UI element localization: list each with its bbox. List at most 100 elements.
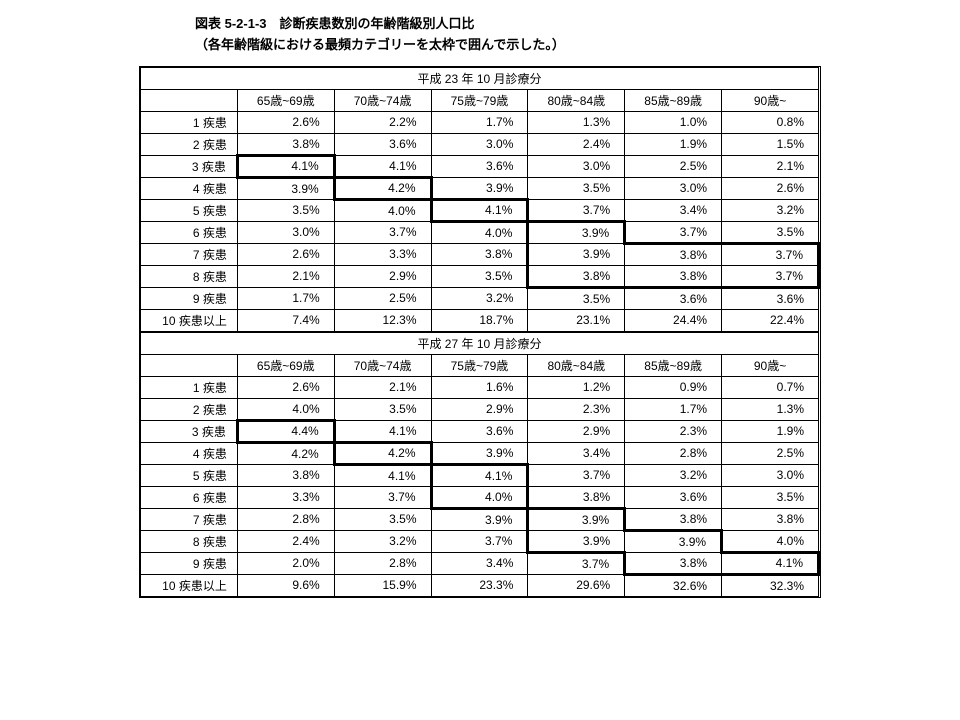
row-label: 7 疾患 (141, 243, 238, 265)
table-cell: 3.2% (334, 530, 431, 552)
table-cell: 3.7% (431, 530, 528, 552)
table-cell: 2.6% (237, 111, 334, 133)
row-label: 8 疾患 (141, 265, 238, 287)
table-cell: 2.9% (334, 265, 431, 287)
table-cell: 2.8% (625, 442, 722, 464)
table-cell: 3.9% (625, 530, 722, 552)
table-cell: 2.1% (722, 155, 819, 177)
table-cell: 4.2% (334, 177, 431, 199)
table-cell: 3.8% (528, 486, 625, 508)
table-cell: 2.4% (528, 133, 625, 155)
table-cell: 3.7% (625, 221, 722, 243)
row-label: 6 疾患 (141, 486, 238, 508)
table-cell: 0.7% (722, 376, 819, 398)
table-cell: 3.0% (431, 133, 528, 155)
table-cell: 0.9% (625, 376, 722, 398)
table-cell: 1.7% (625, 398, 722, 420)
table-cell: 3.5% (334, 398, 431, 420)
row-label: 9 疾患 (141, 552, 238, 574)
table-cell: 4.1% (722, 552, 819, 574)
page: 図表 5-2-1-3 診断疾患数別の年齢階級別人口比 （各年齢階級における最頻カ… (0, 0, 960, 598)
table-cell: 3.8% (625, 243, 722, 265)
table-cell: 3.8% (722, 508, 819, 530)
row-label: 10 疾患以上 (141, 309, 238, 331)
table-cell: 23.1% (528, 309, 625, 331)
table-cell: 2.9% (431, 398, 528, 420)
table-cell: 3.5% (528, 177, 625, 199)
table-cell: 3.3% (334, 243, 431, 265)
table-cell: 1.2% (528, 376, 625, 398)
table-cell: 2.5% (334, 287, 431, 309)
table-cell: 2.9% (528, 420, 625, 442)
table-cell: 3.7% (334, 221, 431, 243)
table-cell: 3.7% (722, 265, 819, 287)
table-cell: 3.4% (431, 552, 528, 574)
table-cell: 3.7% (528, 464, 625, 486)
table-cell: 22.4% (722, 309, 819, 331)
table-cell: 3.5% (722, 221, 819, 243)
age-header: 80歳~84歳 (528, 89, 625, 111)
table-cell: 24.4% (625, 309, 722, 331)
table-cell: 1.3% (722, 398, 819, 420)
age-header: 70歳~74歳 (334, 89, 431, 111)
table-cell: 3.9% (528, 243, 625, 265)
table-cell: 3.9% (528, 221, 625, 243)
table-cell: 3.7% (334, 486, 431, 508)
table-cell: 1.6% (431, 376, 528, 398)
table-cell: 3.5% (237, 199, 334, 221)
table-cell: 4.0% (334, 199, 431, 221)
table-cell: 4.0% (237, 398, 334, 420)
table-cell: 3.3% (237, 486, 334, 508)
row-label: 4 疾患 (141, 442, 238, 464)
table-cell: 32.6% (625, 574, 722, 596)
table-cell: 2.0% (237, 552, 334, 574)
table-cell: 3.8% (528, 265, 625, 287)
row-label: 3 疾患 (141, 155, 238, 177)
table-cell: 12.3% (334, 309, 431, 331)
table-cell: 2.6% (237, 243, 334, 265)
age-header: 75歳~79歳 (431, 354, 528, 376)
row-label: 1 疾患 (141, 376, 238, 398)
row-label: 4 疾患 (141, 177, 238, 199)
table-cell: 4.1% (334, 464, 431, 486)
row-label: 5 疾患 (141, 199, 238, 221)
title-line-1: 図表 5-2-1-3 診断疾患数別の年齢階級別人口比 (195, 14, 960, 35)
table-cell: 3.8% (431, 243, 528, 265)
table-cell: 2.6% (722, 177, 819, 199)
table-cell: 3.8% (237, 133, 334, 155)
data-table-0: 平成 23 年 10 月診療分65歳~69歳70歳~74歳75歳~79歳80歳~… (140, 67, 820, 332)
table-cell: 3.6% (625, 287, 722, 309)
table-cell: 3.7% (528, 552, 625, 574)
header-blank (141, 89, 238, 111)
table-cell: 4.4% (237, 420, 334, 442)
table-cell: 2.6% (237, 376, 334, 398)
table-cell: 1.5% (722, 133, 819, 155)
table-cell: 3.5% (334, 508, 431, 530)
table-cell: 3.0% (722, 464, 819, 486)
table-cell: 2.1% (334, 376, 431, 398)
table-cell: 3.9% (431, 177, 528, 199)
table-cell: 1.9% (722, 420, 819, 442)
age-header: 65歳~69歳 (237, 89, 334, 111)
table-cell: 2.2% (334, 111, 431, 133)
table-cell: 3.7% (528, 199, 625, 221)
row-label: 3 疾患 (141, 420, 238, 442)
age-header: 65歳~69歳 (237, 354, 334, 376)
table-cell: 3.5% (722, 486, 819, 508)
table-cell: 3.6% (431, 155, 528, 177)
table-cell: 2.3% (625, 420, 722, 442)
table-cell: 3.8% (625, 552, 722, 574)
table-cell: 3.0% (528, 155, 625, 177)
table-cell: 23.3% (431, 574, 528, 596)
table-cell: 2.8% (237, 508, 334, 530)
row-label: 6 疾患 (141, 221, 238, 243)
table-cell: 0.8% (722, 111, 819, 133)
table-cell: 3.2% (431, 287, 528, 309)
row-label: 7 疾患 (141, 508, 238, 530)
table-cell: 9.6% (237, 574, 334, 596)
table-cell: 18.7% (431, 309, 528, 331)
row-label: 2 疾患 (141, 133, 238, 155)
age-header: 85歳~89歳 (625, 89, 722, 111)
table-cell: 4.1% (431, 464, 528, 486)
table-cell: 29.6% (528, 574, 625, 596)
